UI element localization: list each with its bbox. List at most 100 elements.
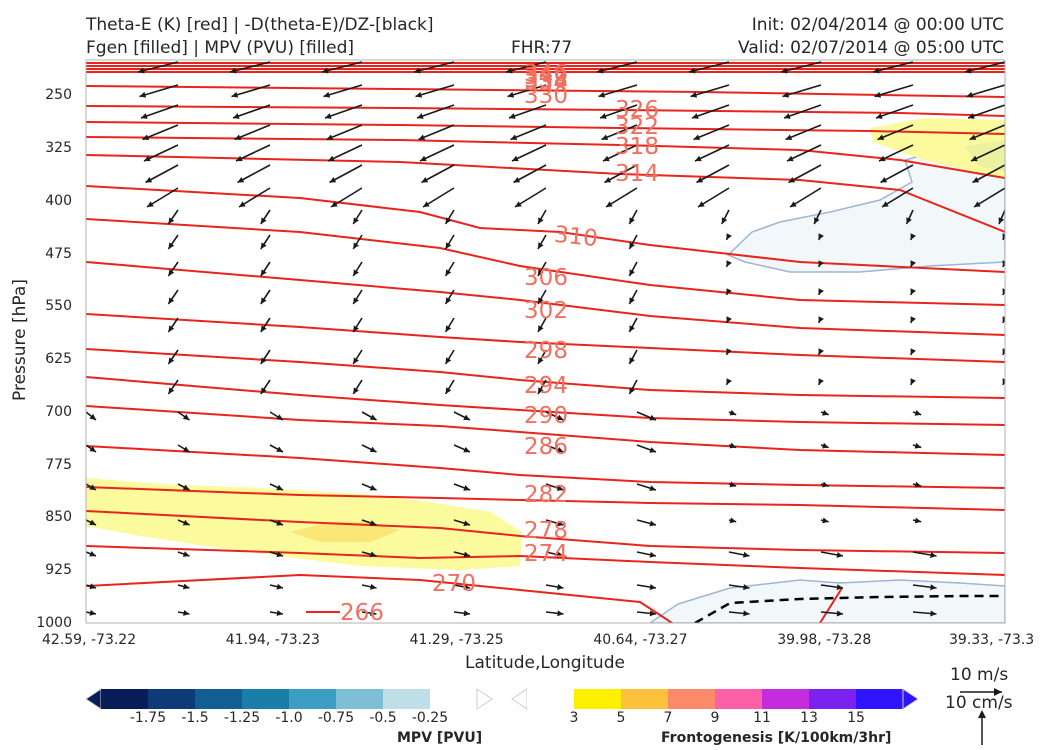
wind-arrow <box>964 61 1005 73</box>
wind-arrow-head <box>142 134 150 141</box>
wind-arrow <box>86 125 87 126</box>
colorbar-tick-label: 11 <box>753 710 771 726</box>
wind-arrow-head <box>966 91 974 98</box>
wind-arrow <box>232 104 271 119</box>
wind-arrow-head <box>182 551 190 557</box>
wind-arrow <box>146 187 179 208</box>
wind-arrow <box>1004 585 1005 586</box>
wind-arrow-head <box>369 446 377 453</box>
wind-arrow <box>785 124 822 141</box>
wind-arrow-head <box>1007 518 1013 524</box>
wind-arrow <box>973 187 1005 208</box>
wind-arrow-head <box>506 67 513 74</box>
wind-arrow-head <box>836 610 843 617</box>
wind-arrow <box>513 164 547 184</box>
wind-arrow-head <box>49 113 56 119</box>
plot-frame <box>85 59 1006 624</box>
wind-arrow-head <box>836 584 843 591</box>
wind-arrow-head <box>914 481 922 488</box>
wind-arrow-head <box>906 217 912 224</box>
wind-arrow-head <box>814 217 820 224</box>
wind-arrow <box>601 124 638 141</box>
wind-arrow-head <box>260 217 267 224</box>
wind-arrow <box>235 144 271 162</box>
wind-arrow-head <box>353 297 359 304</box>
wind-arrow <box>1004 520 1005 521</box>
chart-title-line1: Theta-E (K) [red] | -D(theta-E)/DZ-[blac… <box>86 15 434 35</box>
wind-arrow-head <box>168 357 175 364</box>
wind-arrow <box>421 164 455 184</box>
wind-arrow <box>599 104 638 119</box>
wind-arrow-head <box>726 288 732 295</box>
theta-e-contour-label: 290 <box>524 403 568 429</box>
theta-e-contour-label: 306 <box>524 265 568 291</box>
theta-e-contour <box>86 136 1005 179</box>
colorbar-tick-label: -1.75 <box>129 710 167 726</box>
wind-arrow-head <box>790 201 797 207</box>
wind-arrow-head <box>649 520 656 527</box>
wind-arrow-head <box>89 519 96 525</box>
wind-arrow-head <box>1002 233 1005 240</box>
wind-arrow-head <box>231 91 239 98</box>
wind-arrow-head <box>910 288 916 295</box>
wind-arrow <box>237 164 271 184</box>
wind-arrow-head <box>538 269 544 276</box>
wind-arrow-head <box>538 297 544 304</box>
wind-arrow-head <box>276 414 283 420</box>
colorbar-tick-label: -0.75 <box>317 710 355 726</box>
wind-arrow-head <box>76 387 82 394</box>
wind-arrow <box>880 164 914 184</box>
wind-arrow-head <box>463 583 470 590</box>
wind-arrow-head <box>276 610 283 617</box>
wind-arrow-head <box>538 217 544 224</box>
wind-arrow <box>1004 484 1005 485</box>
forecast-hour: FHR:77 <box>511 38 573 58</box>
wind-arrow-head <box>168 297 175 304</box>
wind-arrow-head <box>445 297 452 304</box>
wind-arrow-head <box>139 91 147 98</box>
wind-arrow-head <box>726 378 732 385</box>
theta-e-contour-label: 330 <box>524 83 568 109</box>
wind-arrow <box>321 61 363 73</box>
y-tick-label: 250 <box>45 87 72 104</box>
wind-arrow-head <box>182 484 190 490</box>
wind-arrow-head <box>76 242 82 249</box>
y-tick-label: 400 <box>45 192 72 209</box>
wind-arrow-head <box>445 387 452 394</box>
wind-arrow <box>86 235 87 237</box>
wind-arrow <box>875 104 914 119</box>
wind-arrow-head <box>233 113 240 119</box>
wind-arrow-head <box>260 297 267 304</box>
theta-e-contour-label: 326 <box>615 97 659 123</box>
wind-arrow <box>693 124 730 141</box>
wind-arrow-head <box>930 610 937 617</box>
theta-e-contour-label: 278 <box>524 518 568 544</box>
wind-arrow-head <box>556 485 564 491</box>
wind-arrow-head <box>557 610 564 617</box>
wind-arrow-head <box>649 584 656 591</box>
wind-arrow-head <box>788 177 796 183</box>
theta-e-contour-label: 302 <box>524 298 568 324</box>
init-time: Init: 02/04/2014 @ 00:00 UTC <box>751 15 1004 35</box>
wind-arrow-head <box>696 177 704 183</box>
wind-arrow-head <box>144 155 151 162</box>
wind-arrow-head <box>1002 260 1005 267</box>
wind-arrow-head <box>726 233 732 240</box>
y-tick-label: 850 <box>45 509 72 526</box>
wind-arrow-head <box>507 91 515 98</box>
wind-arrow <box>780 61 822 73</box>
chart-title-line2: Fgen [filled] | MPV (PVU) [filled] <box>86 38 355 58</box>
colorbar-tick-label: 13 <box>800 710 818 726</box>
theta-e-contour-label: 334 <box>524 70 568 96</box>
wind-arrow-head <box>328 155 335 162</box>
theta-e-contour <box>86 313 1005 363</box>
wind-arrow-head <box>353 325 359 332</box>
colorbar-tick-label: 15 <box>847 710 865 726</box>
wind-arrow-head <box>721 217 728 224</box>
wind-arrow-head <box>168 269 175 276</box>
wind-arrow-head <box>445 357 452 364</box>
wind-arrow <box>86 262 87 264</box>
wind-arrow-head <box>557 584 564 590</box>
wind-arrow-head <box>601 134 609 141</box>
wind-arrow-head <box>168 325 175 332</box>
